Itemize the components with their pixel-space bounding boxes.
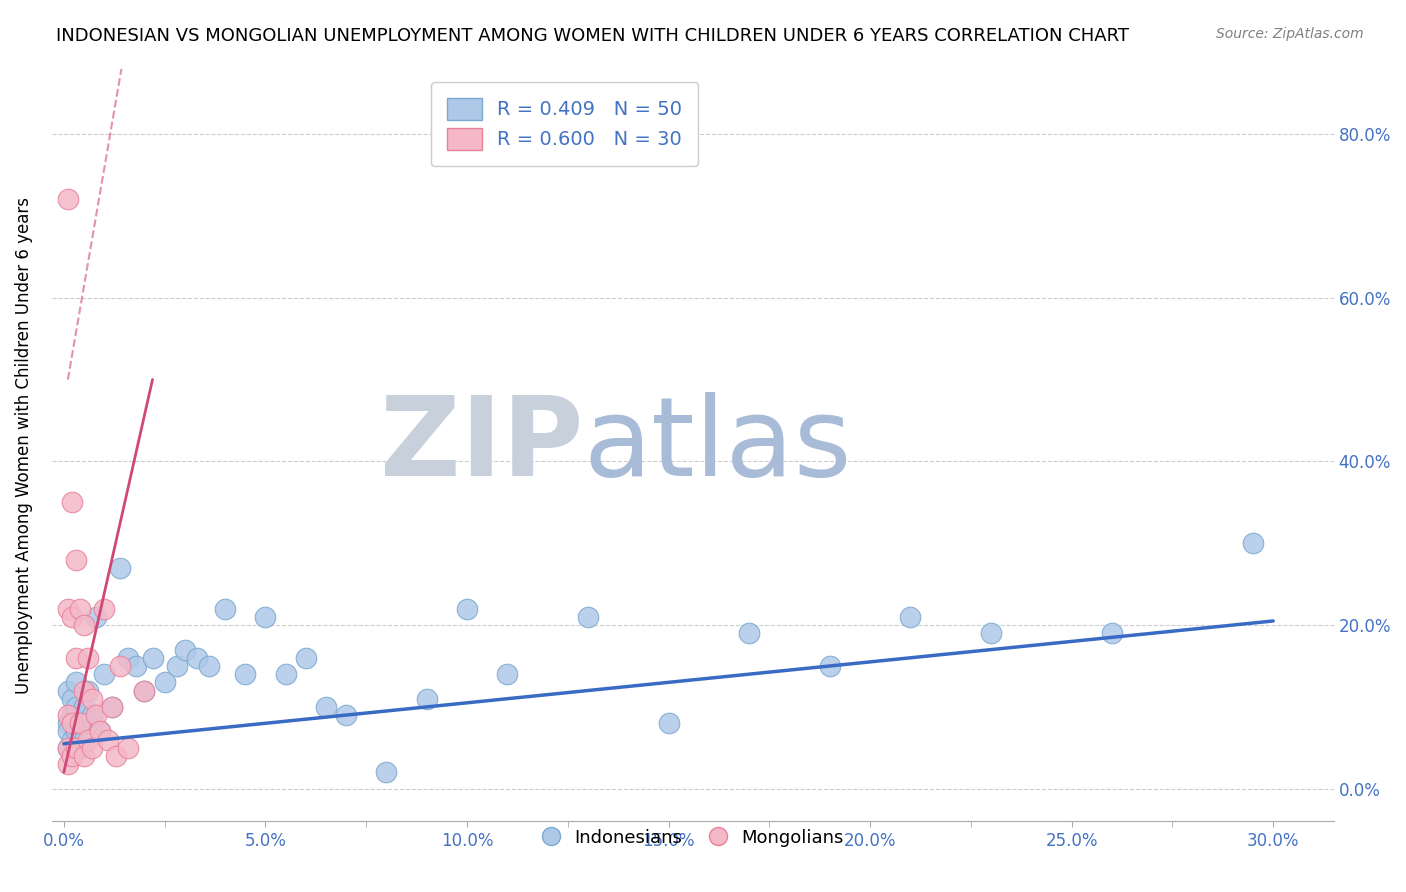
Point	[576, 610, 599, 624]
Point	[173, 642, 195, 657]
Point	[93, 601, 115, 615]
Point	[56, 193, 79, 207]
Point	[1101, 626, 1123, 640]
Point	[60, 716, 83, 731]
Point	[73, 683, 96, 698]
Point	[93, 667, 115, 681]
Point	[125, 659, 148, 673]
Point	[166, 659, 188, 673]
Point	[335, 708, 357, 723]
Y-axis label: Unemployment Among Women with Children Under 6 years: Unemployment Among Women with Children U…	[15, 196, 32, 693]
Point	[56, 683, 79, 698]
Point	[56, 601, 79, 615]
Point	[456, 601, 478, 615]
Point	[80, 740, 103, 755]
Point	[134, 683, 156, 698]
Point	[60, 732, 83, 747]
Point	[254, 610, 277, 624]
Point	[415, 691, 437, 706]
Text: INDONESIAN VS MONGOLIAN UNEMPLOYMENT AMONG WOMEN WITH CHILDREN UNDER 6 YEARS COR: INDONESIAN VS MONGOLIAN UNEMPLOYMENT AMO…	[56, 27, 1129, 45]
Point	[56, 724, 79, 739]
Point	[69, 716, 91, 731]
Point	[56, 716, 79, 731]
Point	[84, 708, 107, 723]
Point	[60, 749, 83, 764]
Point	[141, 650, 163, 665]
Point	[198, 659, 221, 673]
Point	[294, 650, 316, 665]
Point	[110, 561, 132, 575]
Point	[73, 699, 96, 714]
Point	[80, 708, 103, 723]
Point	[1241, 536, 1264, 550]
Point	[101, 699, 124, 714]
Point	[56, 757, 79, 772]
Point	[97, 732, 120, 747]
Point	[980, 626, 1002, 640]
Point	[77, 683, 100, 698]
Point	[80, 691, 103, 706]
Point	[73, 749, 96, 764]
Point	[56, 708, 79, 723]
Point	[73, 618, 96, 632]
Text: Source: ZipAtlas.com: Source: ZipAtlas.com	[1216, 27, 1364, 41]
Point	[69, 740, 91, 755]
Point	[77, 732, 100, 747]
Point	[65, 650, 87, 665]
Point	[65, 740, 87, 755]
Point	[60, 708, 83, 723]
Point	[60, 691, 83, 706]
Text: atlas: atlas	[583, 392, 852, 499]
Point	[105, 749, 128, 764]
Point	[738, 626, 761, 640]
Text: ZIP: ZIP	[381, 392, 583, 499]
Point	[73, 732, 96, 747]
Point	[65, 675, 87, 690]
Point	[657, 716, 679, 731]
Point	[77, 716, 100, 731]
Point	[274, 667, 297, 681]
Point	[65, 552, 87, 566]
Point	[60, 610, 83, 624]
Point	[69, 716, 91, 731]
Point	[315, 699, 337, 714]
Point	[186, 650, 208, 665]
Point	[60, 495, 83, 509]
Point	[818, 659, 841, 673]
Point	[56, 740, 79, 755]
Point	[69, 601, 91, 615]
Point	[117, 650, 139, 665]
Point	[65, 699, 87, 714]
Point	[65, 724, 87, 739]
Point	[898, 610, 921, 624]
Point	[134, 683, 156, 698]
Point	[89, 724, 111, 739]
Point	[84, 610, 107, 624]
Point	[89, 724, 111, 739]
Point	[153, 675, 176, 690]
Legend: Indonesians, Mongolians: Indonesians, Mongolians	[534, 822, 851, 854]
Point	[214, 601, 236, 615]
Point	[77, 650, 100, 665]
Point	[496, 667, 519, 681]
Point	[117, 740, 139, 755]
Point	[56, 740, 79, 755]
Point	[375, 765, 398, 780]
Point	[110, 659, 132, 673]
Point	[233, 667, 256, 681]
Point	[101, 699, 124, 714]
